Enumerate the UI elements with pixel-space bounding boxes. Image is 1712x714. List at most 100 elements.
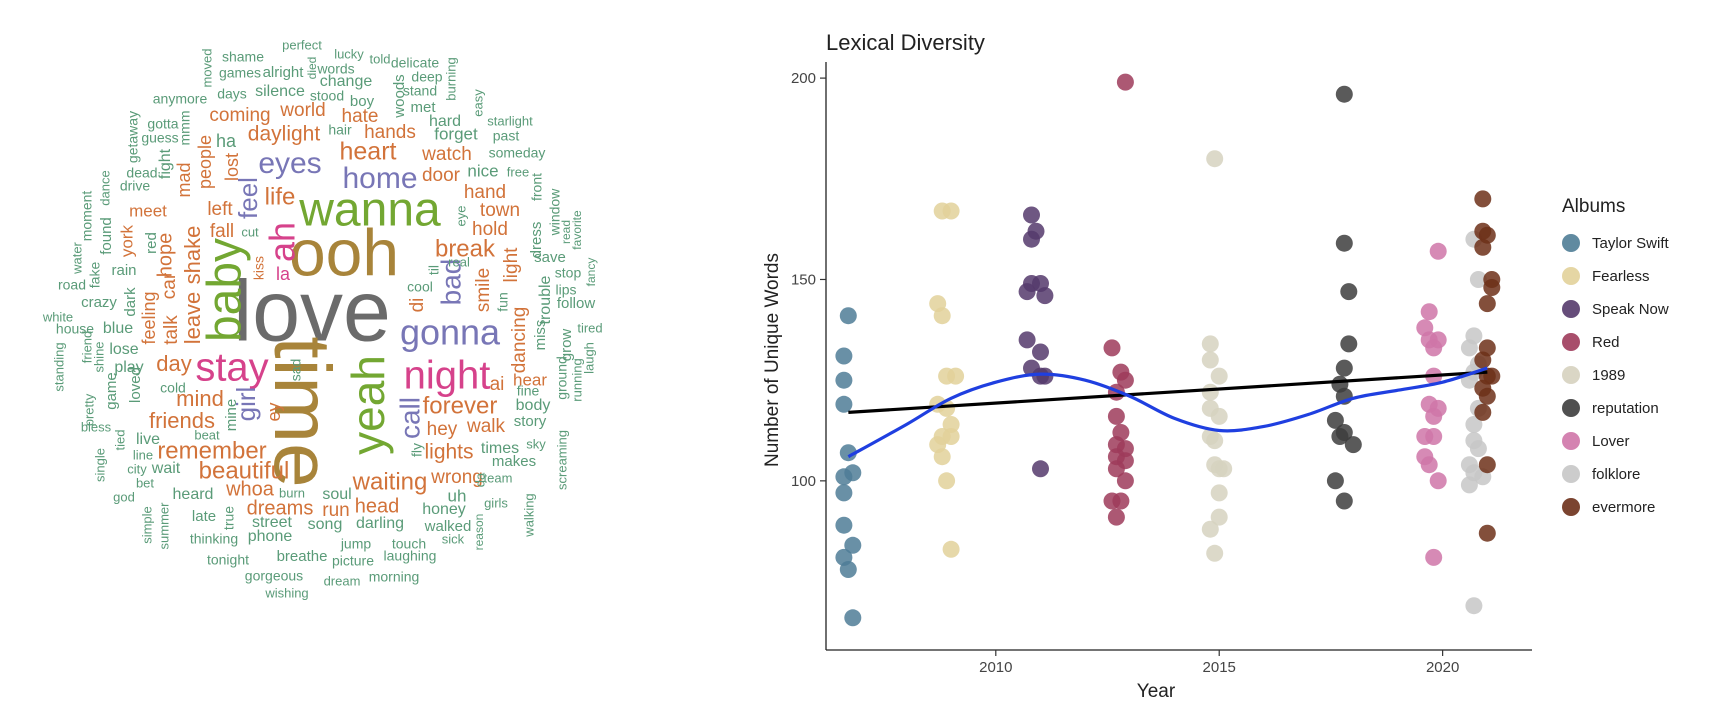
point-evermore xyxy=(1478,456,1496,474)
point-red xyxy=(1116,472,1134,490)
point-speak-now xyxy=(1023,206,1040,224)
word-cloud-word: uh xyxy=(448,486,467,505)
lexical-diversity-chart: Lexical Diversity Year Number of Unique … xyxy=(762,30,1670,702)
word-cloud-word: window xyxy=(547,188,563,237)
point-folklore xyxy=(1465,416,1483,433)
word-cloud-word: silence xyxy=(255,83,305,100)
legend-entry: Lover xyxy=(1592,433,1630,450)
point-reputation xyxy=(1335,85,1353,103)
word-cloud-word: ha xyxy=(216,131,237,151)
word-cloud-word: door xyxy=(422,165,461,186)
point-1989 xyxy=(1215,460,1233,478)
word-cloud-word: told xyxy=(370,51,391,66)
word-cloud-word: late xyxy=(192,508,216,525)
word-cloud-word: hands xyxy=(364,122,416,143)
word-cloud-word: grow xyxy=(558,329,575,362)
word-cloud-word: stand xyxy=(403,83,437,99)
word-cloud-word: alright xyxy=(263,64,305,81)
word-cloud-word: house xyxy=(56,321,94,337)
point-evermore xyxy=(1474,351,1492,369)
point-evermore xyxy=(1474,238,1492,256)
point-lover xyxy=(1425,407,1443,425)
point-1989 xyxy=(1210,407,1228,425)
word-cloud-word: someday xyxy=(489,145,546,161)
word-cloud-word: hair xyxy=(328,122,352,138)
point-evermore xyxy=(1478,524,1496,542)
point-reputation xyxy=(1326,411,1344,429)
word-cloud-word: body xyxy=(516,397,551,414)
word-cloud-word: waiting xyxy=(352,468,428,495)
word-cloud-word: cold xyxy=(160,380,186,396)
point-lover xyxy=(1429,472,1447,490)
word-cloud-word: hard xyxy=(429,113,461,130)
word-cloud-word: fly xyxy=(409,443,425,457)
word-cloud-word: free xyxy=(507,164,529,179)
word-cloud-word: woods xyxy=(391,74,408,118)
point-taylor-swift xyxy=(835,395,853,413)
word-cloud-word: red xyxy=(143,232,160,254)
x-tick-label: 2020 xyxy=(1426,659,1459,676)
word-cloud-word: getaway xyxy=(125,111,141,163)
word-cloud-word: follow xyxy=(557,295,596,312)
point-speak-now xyxy=(1023,230,1040,248)
point-1989 xyxy=(1206,544,1224,562)
point-reputation xyxy=(1335,359,1353,377)
word-cloud-word: moved xyxy=(199,48,214,87)
word-cloud-word: fall xyxy=(210,221,234,242)
legend-swatch xyxy=(1562,267,1580,285)
point-1989 xyxy=(1201,383,1219,401)
word-cloud-word: lips xyxy=(555,282,576,298)
word-cloud-word: gonna xyxy=(400,312,501,353)
word-cloud-word: feel xyxy=(233,177,263,219)
word-cloud-word: hand xyxy=(464,182,506,203)
word-cloud-word: beautiful xyxy=(199,457,290,484)
point-evermore xyxy=(1483,367,1501,385)
word-cloud-word: times xyxy=(481,440,519,457)
word-cloud-word: met xyxy=(410,99,436,116)
point-folklore xyxy=(1469,271,1487,288)
word-cloud-word: reason xyxy=(472,514,486,551)
y-tick-label: 200 xyxy=(791,70,816,87)
word-cloud-word: save xyxy=(534,249,566,266)
word-cloud-word: car xyxy=(159,272,180,299)
word-cloud-word: gotta xyxy=(147,116,178,132)
word-cloud-word: burning xyxy=(443,57,458,100)
word-cloud-word: road xyxy=(58,277,86,293)
word-cloud-word: ai xyxy=(490,374,505,395)
point-1989 xyxy=(1210,367,1228,385)
smooth-trend-line xyxy=(847,366,1488,459)
word-cloud-word: time xyxy=(258,336,347,487)
word-cloud-word: laugh xyxy=(581,342,596,374)
word-cloud-word: life xyxy=(265,183,296,210)
point-taylor-swift xyxy=(839,307,857,325)
point-1989 xyxy=(1206,432,1224,450)
word-cloud-word: lose xyxy=(109,341,138,358)
point-1989 xyxy=(1206,150,1224,168)
legend-swatch xyxy=(1562,366,1580,384)
word-cloud-word: single xyxy=(92,448,107,482)
word-cloud-word: di xyxy=(407,298,428,313)
point-red xyxy=(1107,407,1125,425)
word-cloud-word: fight xyxy=(157,148,174,179)
point-lover xyxy=(1420,456,1438,474)
word-cloud-word: crazy xyxy=(81,294,117,311)
chart-title: Lexical Diversity xyxy=(826,30,985,55)
point-red xyxy=(1103,339,1121,357)
point-folklore xyxy=(1469,440,1487,458)
word-cloud-word: hope xyxy=(154,233,176,278)
word-cloud-word: city xyxy=(127,461,147,476)
word-cloud-word: fun xyxy=(495,292,511,311)
word-cloud-word: trouble xyxy=(537,275,554,324)
linear-trend-line xyxy=(848,370,1488,414)
word-cloud-word: hey xyxy=(427,419,458,440)
point-lover xyxy=(1425,548,1443,566)
word-cloud-word: live xyxy=(136,431,160,448)
word-cloud-word: la xyxy=(276,264,291,284)
point-speak-now xyxy=(1018,283,1036,301)
legend-swatch xyxy=(1562,300,1580,318)
word-cloud-word: makes xyxy=(492,453,536,470)
word-cloud-word: miss xyxy=(532,320,549,351)
word-cloud-word: change xyxy=(320,73,373,90)
word-cloud-word: world xyxy=(279,100,325,121)
word-cloud-word: burn xyxy=(279,485,305,500)
